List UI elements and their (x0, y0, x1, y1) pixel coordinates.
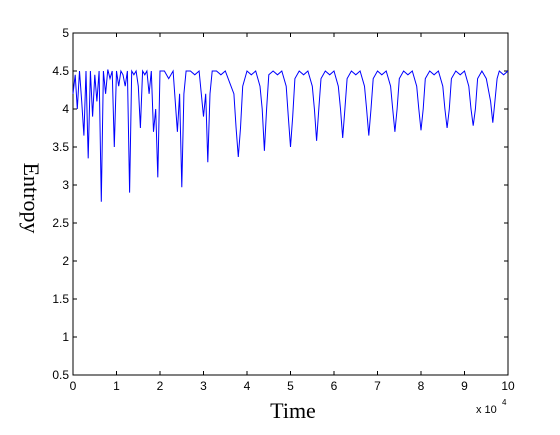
x-multiplier-label: x 10 (476, 404, 497, 416)
x-tick-label: 10 (501, 379, 515, 393)
y-tick-label: 2.5 (52, 216, 69, 230)
x-tick-label: 6 (331, 379, 338, 393)
x-axis-label: Time (270, 398, 316, 423)
x-tick-label: 1 (113, 379, 120, 393)
y-tick-label: 5 (62, 26, 69, 40)
y-tick-label: 1.5 (52, 292, 69, 306)
x-tick-label: 3 (200, 379, 207, 393)
x-ticks: 0 1 2 3 4 5 6 7 8 9 10 (70, 33, 515, 393)
x-tick-label: 7 (374, 379, 381, 393)
y-axis-label: Entropy (19, 163, 44, 234)
x-tick-label: 5 (287, 379, 294, 393)
entropy-line (72, 69, 509, 202)
x-tick-label: 9 (461, 379, 468, 393)
y-tick-label: 0.5 (52, 368, 69, 382)
x-tick-label: 8 (418, 379, 425, 393)
y-tick-label: 4.5 (52, 64, 69, 78)
y-tick-label: 3.5 (52, 140, 69, 154)
y-tick-label: 4 (62, 102, 69, 116)
y-tick-label: 2 (62, 254, 69, 268)
x-tick-label: 0 (70, 379, 77, 393)
y-tick-label: 3 (62, 178, 69, 192)
y-ticks: 0.5 1 1.5 2 2.5 3 3.5 4 4.5 5 (52, 26, 508, 382)
x-tick-label: 4 (244, 379, 251, 393)
x-tick-label: 2 (157, 379, 164, 393)
x-multiplier-exponent: 4 (502, 398, 507, 407)
plot-area (72, 32, 509, 376)
y-tick-label: 1 (62, 330, 69, 344)
